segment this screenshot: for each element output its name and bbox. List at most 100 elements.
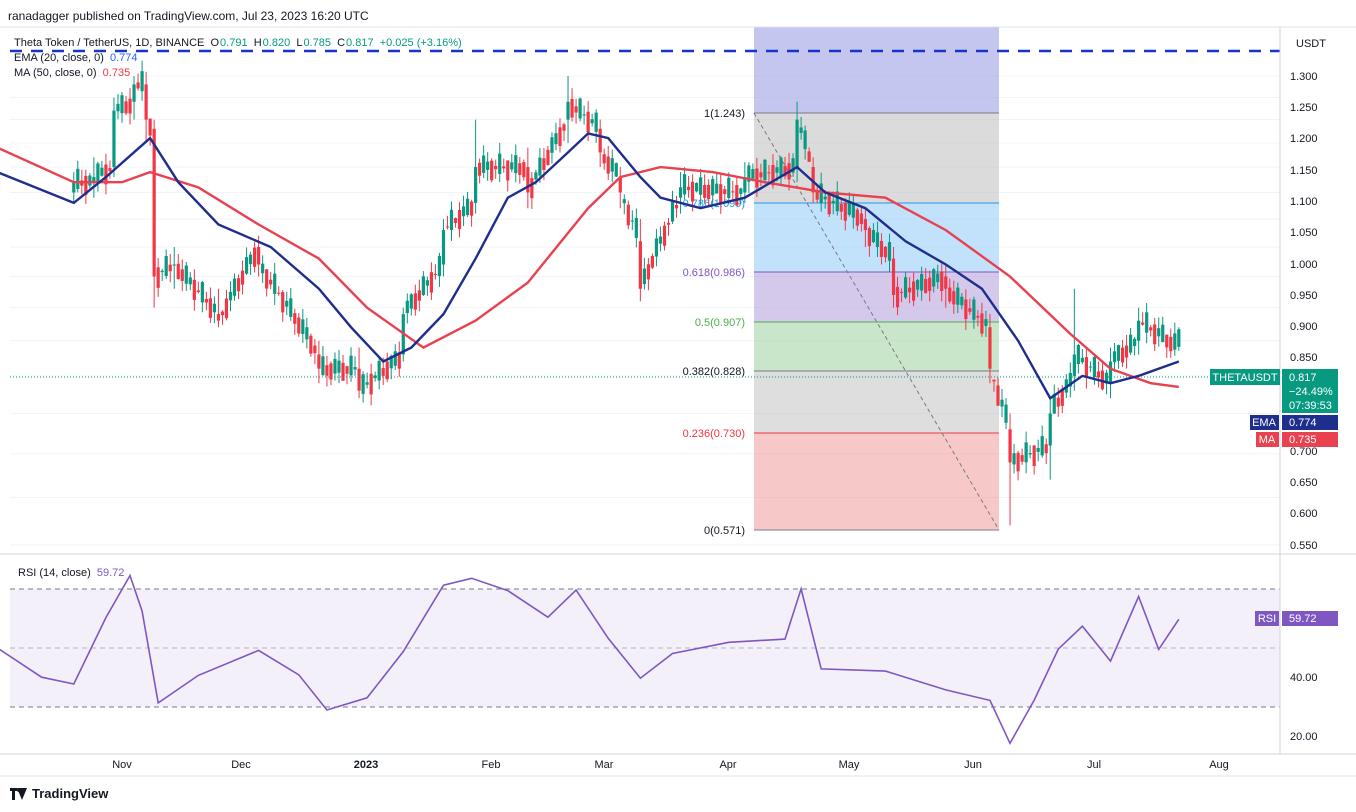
candle-body[interactable] [916, 279, 920, 290]
candle-body[interactable] [976, 315, 980, 318]
candle-body[interactable] [1076, 344, 1080, 365]
candle-body[interactable] [1116, 345, 1121, 361]
candle-body[interactable] [236, 278, 241, 292]
candle-body[interactable] [317, 354, 321, 369]
candle-body[interactable] [622, 199, 626, 204]
candle-body[interactable] [723, 189, 727, 195]
candle-body[interactable] [630, 220, 634, 222]
rsi-line[interactable] [0, 573, 1180, 746]
ema-20-line[interactable] [0, 132, 1180, 400]
candle-body[interactable] [759, 172, 763, 178]
candle-body[interactable] [863, 219, 867, 231]
candle-body[interactable] [453, 218, 458, 224]
rsi-legend[interactable]: RSI (14, close) 59.72 [18, 567, 124, 579]
candle-body[interactable] [827, 193, 831, 215]
candle-body[interactable] [429, 272, 434, 293]
candle-body[interactable] [907, 287, 912, 293]
candle-body[interactable] [200, 282, 204, 303]
candle-body[interactable] [144, 84, 148, 120]
chart-legend[interactable]: Theta Token / TetherUS, 1D, BINANCE O0.7… [14, 36, 462, 81]
candle-body[interactable] [1165, 334, 1169, 348]
candle-body[interactable] [84, 175, 88, 195]
candle-body[interactable] [361, 374, 365, 394]
candle-body[interactable] [498, 153, 502, 174]
candle-body[interactable] [578, 98, 582, 119]
time-axis[interactable]: Nov Dec 2023 Feb Mar Apr May Jun Jul Aug [112, 759, 1229, 771]
candle-body[interactable] [461, 206, 466, 217]
candle-body[interactable] [526, 167, 530, 193]
candle-body[interactable] [1012, 453, 1016, 465]
candle-body[interactable] [160, 270, 164, 273]
candle-body[interactable] [602, 154, 606, 164]
candle-body[interactable] [465, 198, 470, 216]
candle-body[interactable] [486, 161, 490, 170]
candle-body[interactable] [972, 299, 976, 320]
candle-body[interactable] [253, 247, 257, 267]
candle-body[interactable] [353, 367, 357, 370]
candle-body[interactable] [425, 280, 429, 286]
candle-body[interactable] [1020, 455, 1024, 462]
candle-body[interactable] [618, 177, 622, 193]
candle-body[interactable] [469, 201, 474, 216]
candle-body[interactable] [831, 200, 835, 204]
candle-body[interactable] [92, 177, 96, 183]
candle-body[interactable] [1028, 453, 1032, 455]
candle-body[interactable] [1169, 336, 1173, 352]
candle-body[interactable] [433, 273, 438, 275]
candle-body[interactable] [1036, 447, 1040, 452]
ema-legend-row[interactable]: EMA (20, close, 0) 0.774 [14, 51, 462, 66]
candle-body[interactable] [562, 124, 566, 131]
candle-body[interactable] [952, 291, 956, 305]
candle-body[interactable] [345, 366, 349, 374]
candle-body[interactable] [670, 201, 675, 222]
candle-body[interactable] [992, 379, 996, 382]
candle-body[interactable] [996, 385, 1000, 406]
candle-body[interactable] [104, 164, 108, 185]
candle-body[interactable] [1157, 328, 1161, 337]
candle-body[interactable] [506, 160, 510, 181]
candle-body[interactable] [184, 265, 188, 284]
candle-body[interactable] [1084, 357, 1088, 378]
candle-body[interactable] [811, 167, 815, 193]
candle-body[interactable] [646, 264, 650, 280]
fibonacci-retracement[interactable]: 1(1.243) 0.786(1.099) 0.618(0.986) 0.5(0… [683, 27, 1000, 537]
footer-brand[interactable]: TradingView [10, 786, 108, 801]
candle-body[interactable] [397, 352, 401, 369]
candle-body[interactable] [980, 313, 984, 334]
candle-body[interactable] [273, 273, 277, 294]
candle-body[interactable] [1048, 413, 1052, 446]
candle-body[interactable] [1068, 372, 1072, 387]
candle-body[interactable] [518, 163, 522, 175]
candle-body[interactable] [188, 277, 192, 285]
ma-50-line[interactable] [0, 147, 1179, 389]
candle-body[interactable] [152, 128, 156, 277]
candle-body[interactable] [956, 287, 960, 305]
candle-body[interactable] [244, 257, 249, 274]
candle-body[interactable] [421, 276, 425, 296]
candle-body[interactable] [176, 263, 180, 280]
candle-body[interactable] [928, 277, 932, 291]
candle-body[interactable] [164, 256, 168, 276]
candle-body[interactable] [695, 183, 699, 192]
candle-body[interactable] [502, 166, 506, 169]
candle-body[interactable] [747, 165, 751, 182]
candle-body[interactable] [1137, 320, 1141, 341]
candle-body[interactable] [546, 149, 550, 165]
candle-body[interactable] [1128, 334, 1133, 353]
candle-body[interactable] [582, 114, 586, 116]
candle-body[interactable] [96, 163, 100, 181]
candle-body[interactable] [1153, 324, 1157, 345]
candle-body[interactable] [638, 241, 642, 289]
candle-body[interactable] [457, 210, 462, 230]
candle-body[interactable] [369, 373, 373, 395]
candle-body[interactable] [333, 358, 337, 374]
candle-body[interactable] [650, 255, 655, 268]
candle-body[interactable] [1032, 445, 1036, 467]
candle-body[interactable] [988, 327, 992, 369]
candle-body[interactable] [393, 351, 397, 366]
candle-body[interactable] [984, 319, 988, 326]
candle-body[interactable] [132, 84, 136, 102]
candle-body[interactable] [490, 160, 494, 181]
candle-body[interactable] [1120, 347, 1125, 363]
candle-body[interactable] [727, 177, 731, 198]
